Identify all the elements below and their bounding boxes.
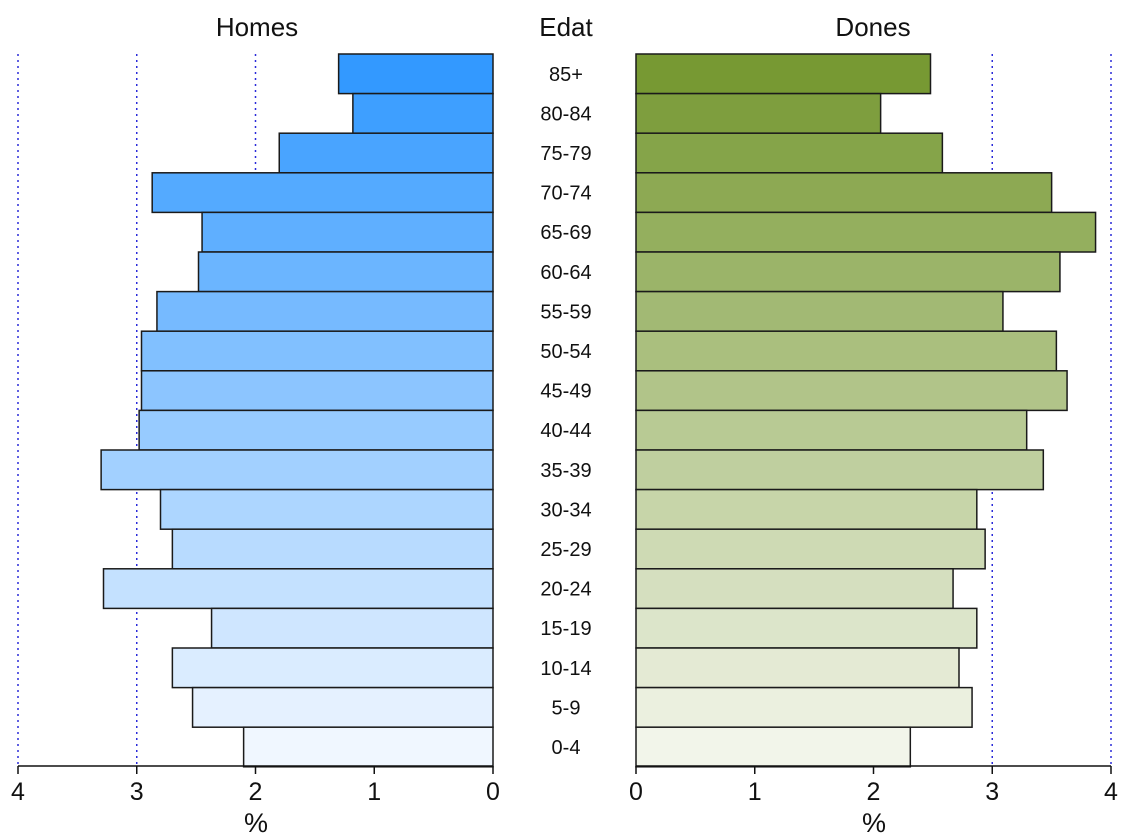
bar-dones-50-54 (635, 330, 1058, 372)
age-label-10-14: 10-14 (540, 658, 591, 680)
age-label-5-9: 5-9 (552, 697, 581, 719)
bar-homes-0-4 (242, 726, 494, 768)
bar-dones-70-74 (635, 172, 1053, 214)
bar-homes-55-59 (156, 290, 494, 332)
x-axis-label-right: % (862, 808, 886, 836)
age-label-45-49: 45-49 (540, 381, 591, 403)
bar-homes-35-39 (100, 449, 494, 491)
bars-homes (100, 53, 494, 768)
bar-homes-65-69 (201, 211, 494, 253)
bar-dones-55-59 (635, 290, 1004, 332)
age-label-85+: 85+ (549, 64, 583, 86)
bar-dones-35-39 (635, 449, 1045, 491)
bar-homes-25-29 (171, 528, 494, 570)
bar-dones-65-69 (635, 211, 1097, 253)
age-label-15-19: 15-19 (540, 618, 591, 640)
bar-homes-60-64 (197, 251, 494, 293)
title-dones: Dones (835, 12, 910, 42)
tick-label-left-4: 4 (11, 778, 25, 806)
x-axis-label-left: % (244, 808, 268, 836)
tick-label-right-4: 4 (1104, 778, 1118, 806)
age-label-50-54: 50-54 (540, 341, 591, 363)
bar-homes-70-74 (151, 172, 494, 214)
bar-homes-30-34 (159, 488, 494, 530)
bar-homes-10-14 (171, 647, 494, 689)
age-label-20-24: 20-24 (540, 579, 591, 601)
age-label-35-39: 35-39 (540, 460, 591, 482)
title-edat: Edat (539, 12, 593, 42)
bar-dones-5-9 (635, 686, 973, 728)
bar-dones-75-79 (635, 132, 944, 174)
bar-dones-0-4 (635, 726, 912, 768)
bar-homes-5-9 (191, 686, 494, 728)
bar-dones-60-64 (635, 251, 1061, 293)
bar-homes-50-54 (140, 330, 494, 372)
age-label-40-44: 40-44 (540, 420, 591, 442)
bar-homes-80-84 (352, 92, 494, 134)
bar-homes-45-49 (140, 370, 494, 412)
age-label-30-34: 30-34 (540, 499, 591, 521)
bar-dones-40-44 (635, 409, 1028, 451)
tick-label-right-2: 2 (867, 778, 881, 806)
title-homes: Homes (216, 12, 298, 42)
age-label-60-64: 60-64 (540, 262, 591, 284)
tick-label-left-3: 3 (130, 778, 144, 806)
bar-dones-85+ (635, 53, 932, 95)
bar-homes-40-44 (138, 409, 494, 451)
bar-dones-25-29 (635, 528, 986, 570)
age-label-0-4: 0-4 (552, 737, 581, 759)
bar-dones-15-19 (635, 607, 978, 649)
bars-dones (635, 53, 1097, 768)
tick-label-left-2: 2 (249, 778, 263, 806)
bar-dones-30-34 (635, 488, 978, 530)
bar-dones-10-14 (635, 647, 960, 689)
tick-label-right-1: 1 (748, 778, 762, 806)
bar-homes-15-19 (210, 607, 494, 649)
bar-dones-80-84 (635, 92, 882, 134)
bar-dones-45-49 (635, 370, 1068, 412)
tick-label-right-0: 0 (629, 778, 643, 806)
age-label-55-59: 55-59 (540, 301, 591, 323)
age-label-70-74: 70-74 (540, 183, 591, 205)
age-label-25-29: 25-29 (540, 539, 591, 561)
age-label-80-84: 80-84 (540, 103, 591, 125)
axes: 0 0 1 1 2 2 3 3 4 4 (11, 765, 1118, 806)
tick-label-right-3: 3 (985, 778, 999, 806)
bar-homes-75-79 (278, 132, 494, 174)
bar-homes-20-24 (102, 568, 494, 610)
age-label-75-79: 75-79 (540, 143, 591, 165)
bar-homes-85+ (337, 53, 494, 95)
tick-label-left-0: 0 (486, 778, 500, 806)
age-group-labels: 85+ 80-84 75-79 70-74 65-69 60-64 55-59 50-54 45… (540, 64, 591, 759)
bar-dones-20-24 (635, 568, 954, 610)
age-label-65-69: 65-69 (540, 222, 591, 244)
tick-label-left-1: 1 (367, 778, 381, 806)
